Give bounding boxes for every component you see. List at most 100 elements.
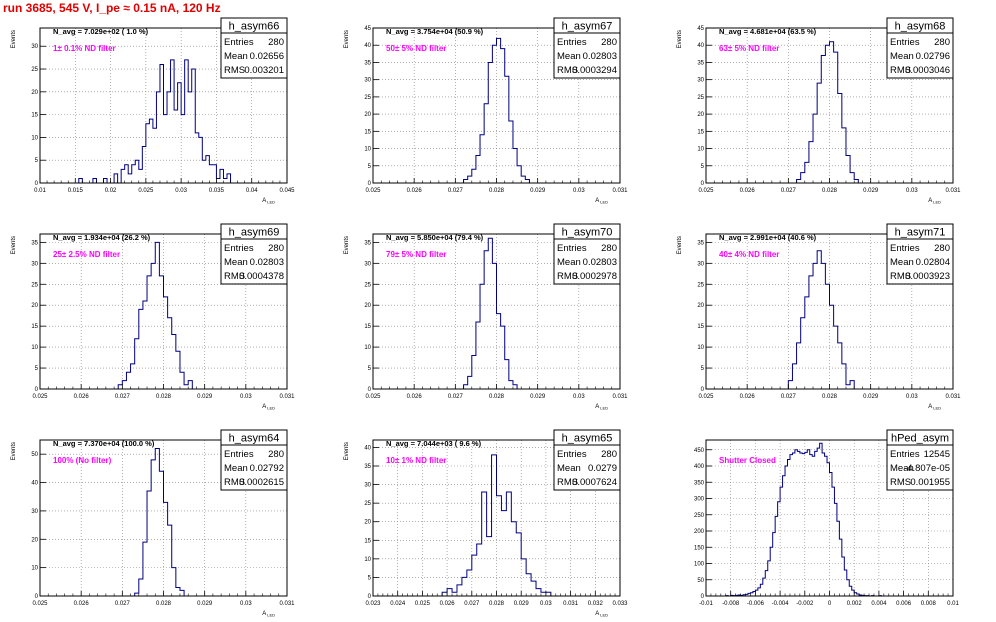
histogram-series: [463, 237, 518, 389]
histogram-title: h_asym71: [895, 227, 946, 239]
stats-box: [553, 223, 621, 285]
stats-rms-label: RMS: [557, 65, 578, 76]
x-tick-label: 0.031: [612, 394, 628, 400]
filter-annotation: 63± 5% ND filter: [719, 44, 779, 53]
x-tick-label: 0.029: [530, 394, 546, 400]
histogram-panel-h_asym69: 0.025 0.026 0.027 0.028 0.029 0.03 0.031 0 5 10 15…: [11, 223, 295, 411]
x-tick-label: 0.026: [740, 188, 756, 194]
y-tick-label: 30: [31, 44, 38, 50]
histogram-title: h_asym68: [895, 21, 946, 33]
histogram-panel-h_asym67: 0.025 0.026 0.027 0.028 0.029 0.03 0.031 0 5 10 15…: [344, 17, 628, 205]
stats-mean-value: 0.02803: [583, 51, 617, 62]
stats-mean-label: Mean: [224, 257, 248, 268]
x-tick-label: 0.006: [896, 601, 912, 607]
x-tick-label: 0.026: [407, 188, 423, 194]
stats-entries-label: Entries: [224, 37, 254, 48]
stats-mean-label: Mean: [890, 257, 914, 268]
histogram-panel-h_asym71: 0.025 0.026 0.027 0.028 0.029 0.03 0.031 0 5 10 15…: [677, 223, 961, 411]
x-tick-label: 0.027: [781, 394, 797, 400]
x-tick-label: 0.031: [945, 188, 961, 194]
y-axis-label: Events: [677, 30, 683, 48]
stats-entries-label: Entries: [224, 243, 254, 254]
stats-rms-label: RMS: [890, 477, 911, 488]
x-tick-label: -0.004: [772, 601, 790, 607]
y-tick-label: 50: [31, 452, 38, 458]
stats-entries-label: Entries: [557, 243, 587, 254]
y-tick-label: 20: [31, 90, 38, 96]
y-tick-label: 350: [694, 480, 705, 486]
stats-mean-label: Mean: [557, 51, 581, 62]
y-tick-label: 400: [694, 464, 705, 470]
x-tick-label: 0.032: [588, 601, 604, 607]
stats-rms-value: 0.0002978: [572, 271, 617, 282]
x-tick-label: 0.008: [921, 601, 937, 607]
y-tick-label: 10: [364, 147, 371, 153]
x-tick-label: 0.002: [847, 601, 863, 607]
y-tick-label: 10: [364, 557, 371, 563]
y-tick-label: 20: [364, 520, 371, 526]
stats-rms-label: RMS: [557, 477, 578, 488]
x-tick-label: 0: [828, 601, 832, 607]
stats-rms-label: RMS: [890, 271, 911, 282]
x-axis-label: ALED: [262, 404, 275, 411]
x-tick-label: 0.028: [156, 601, 172, 607]
stats-entries-value: 280: [601, 37, 617, 48]
x-tick-label: 0.027: [781, 188, 797, 194]
y-tick-label: 0: [35, 181, 39, 187]
stats-rms-value: 0.001955: [910, 477, 950, 488]
stats-entries-label: Entries: [557, 449, 587, 460]
y-tick-label: 15: [364, 324, 371, 330]
stats-entries-value: 280: [934, 243, 950, 254]
x-tick-label: 0.027: [448, 188, 464, 194]
x-tick-label: 0.026: [440, 601, 456, 607]
y-tick-label: 15: [31, 324, 38, 330]
navg-annotation: N_avg = 7.029e+02 ( 1.0 %): [53, 27, 149, 36]
histogram-series: [134, 448, 185, 596]
y-tick-label: 30: [364, 483, 371, 489]
y-tick-label: 50: [697, 578, 704, 584]
y-tick-label: 30: [31, 261, 38, 267]
stats-mean-value: 0.02803: [250, 257, 284, 268]
stats-mean-value: 0.02656: [250, 51, 284, 62]
histogram-title: h_asym65: [562, 433, 613, 445]
x-tick-label: 0.023: [365, 601, 381, 607]
histogram-title: h_asym64: [229, 433, 280, 445]
y-tick-label: 25: [364, 501, 371, 507]
histogram-series: [725, 442, 882, 597]
stats-entries-label: Entries: [557, 37, 587, 48]
stats-rms-label: RMS: [890, 65, 911, 76]
x-tick-label: 0.031: [563, 601, 579, 607]
y-axis-label: Events: [11, 30, 17, 48]
stats-box: [886, 223, 954, 285]
x-axis-label: ALED: [595, 198, 608, 205]
y-tick-label: 30: [697, 78, 704, 84]
y-tick-label: 10: [31, 566, 38, 572]
x-tick-label: -0.01: [699, 601, 713, 607]
y-tick-label: 45: [697, 26, 704, 32]
y-tick-label: 15: [364, 129, 371, 135]
x-tick-label: 0.029: [863, 394, 879, 400]
x-tick-label: 0.031: [279, 394, 295, 400]
y-tick-label: 45: [364, 26, 371, 32]
stats-rms-label: RMS: [557, 271, 578, 282]
stats-entries-value: 280: [934, 37, 950, 48]
y-tick-label: 25: [364, 95, 371, 101]
y-tick-label: 30: [364, 78, 371, 84]
y-tick-label: 250: [694, 513, 705, 519]
stats-box: [220, 17, 288, 79]
y-tick-label: 25: [697, 282, 704, 288]
histogram-panel-h_asym65: 0.023 0.024 0.025 0.026 0.027 0.028 0.029 0.03 0…: [344, 429, 628, 618]
stats-mean-value: 0.02796: [916, 51, 950, 62]
stats-mean-value: 0.02803: [583, 257, 617, 268]
navg-annotation: N_avg = 2.991e+04 (40.6 %): [719, 233, 817, 242]
x-tick-label: 0.029: [514, 601, 530, 607]
histogram-title: h_asym67: [562, 21, 613, 33]
x-tick-label: 0.03: [240, 394, 252, 400]
stats-box: [220, 429, 288, 491]
x-tick-label: 0.031: [945, 394, 961, 400]
x-tick-label: 0.03: [573, 188, 585, 194]
y-tick-label: 10: [697, 345, 704, 351]
stats-rms-label: RMS: [224, 65, 245, 76]
stats-box: [886, 429, 954, 491]
y-axis-label: Events: [344, 30, 350, 48]
